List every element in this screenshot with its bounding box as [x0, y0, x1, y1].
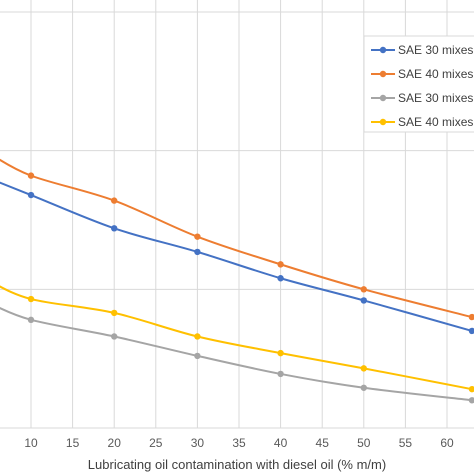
- series: [0, 158, 474, 321]
- data-point: [111, 197, 118, 204]
- data-point: [194, 248, 201, 256]
- series-line: [0, 307, 473, 402]
- x-tick-label: 35: [232, 436, 246, 450]
- series: [0, 307, 474, 404]
- legend-marker: [379, 70, 387, 78]
- data-point: [111, 309, 118, 317]
- data-point: [194, 233, 201, 240]
- series-line: [0, 181, 473, 332]
- data-point: [468, 397, 474, 404]
- data-point: [194, 352, 201, 360]
- x-axis-label: Lubricating oil contamination with diese…: [88, 457, 386, 472]
- data-point: [360, 286, 367, 293]
- data-point: [111, 225, 118, 232]
- legend-item: SAE 30 mixes: [371, 43, 473, 57]
- x-tick-label: 15: [66, 436, 80, 450]
- data-point: [27, 172, 35, 179]
- legend-marker: [379, 94, 387, 102]
- x-tick-label: 60: [440, 436, 454, 450]
- data-point: [277, 261, 284, 268]
- data-point: [111, 333, 118, 340]
- data-point: [360, 384, 367, 391]
- data-point: [194, 333, 201, 340]
- legend-label: SAE 40 mixes: [398, 115, 473, 129]
- legend-marker: [379, 118, 387, 126]
- legend-item: SAE 40 mixes: [371, 67, 473, 81]
- x-tick-label: 30: [191, 436, 205, 450]
- data-point: [27, 316, 35, 324]
- data-point: [468, 385, 474, 393]
- data-point: [468, 313, 474, 321]
- x-tick-label: 10: [24, 436, 38, 450]
- data-point: [277, 275, 284, 282]
- series-line: [0, 158, 473, 319]
- series: [0, 285, 474, 393]
- legend-label: SAE 40 mixes: [398, 67, 473, 81]
- legend-label: SAE 30 mixes: [398, 43, 473, 57]
- x-tick-label: 40: [274, 436, 288, 450]
- legend-item: SAE 40 mixes: [371, 115, 473, 129]
- x-tick-labels: 10 15 20 25 30 35 40 45 50 55 60: [24, 436, 454, 450]
- x-tick-label: 25: [149, 436, 163, 450]
- x-tick-label: 50: [357, 436, 371, 450]
- data-point: [277, 370, 284, 378]
- series: [0, 181, 474, 335]
- x-tick-label: 45: [316, 436, 330, 450]
- legend-label: SAE 30 mixes: [398, 91, 473, 105]
- data-point: [360, 297, 367, 304]
- data-point: [468, 327, 474, 335]
- data-point: [277, 349, 284, 357]
- x-tick-label: 20: [108, 436, 122, 450]
- series-layer: [0, 158, 474, 404]
- legend-item: SAE 30 mixes: [371, 91, 473, 105]
- x-tick-label: 55: [399, 436, 413, 450]
- data-point: [27, 295, 35, 303]
- legend-marker: [379, 46, 387, 54]
- legend: SAE 30 mixes SAE 40 mixes SAE 30 mixes SAE …: [363, 35, 474, 133]
- data-point: [360, 365, 367, 372]
- series-line: [0, 285, 473, 391]
- data-point: [27, 191, 35, 199]
